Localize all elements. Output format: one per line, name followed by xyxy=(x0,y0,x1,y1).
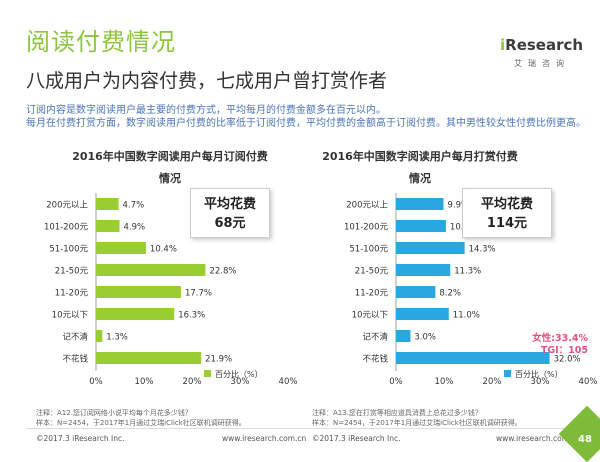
chart2-plot: 200元以上9.9%101-200元10.4%51-100元14.3%21-50… xyxy=(344,193,598,387)
chart1-category-label: 51-100元 xyxy=(49,245,88,255)
chart1-value-label: 4.7% xyxy=(123,201,145,211)
chart2-value-label: 14.3% xyxy=(469,245,496,255)
chart1-plot: 200元以上 4.7% 101-200元 4.9% 51-100元 10.4% 21-50元… xyxy=(44,193,298,387)
chart1-value-label: 10.4% xyxy=(150,245,177,255)
chart2-category-label: 200元以上 xyxy=(346,201,388,211)
chart2-title-line2: 情况 xyxy=(409,172,431,185)
chart2-tick-label: 40% xyxy=(579,377,598,387)
chart1-average-box: 平均花费 68元 xyxy=(190,188,270,238)
chart1-note-line1: 注释：A12.您订阅网络小说平均每个月花多少钱？ xyxy=(36,409,192,417)
chart1-tick-label: 20% xyxy=(183,377,202,387)
chart2-value-label: 11.0% xyxy=(453,311,480,321)
female-annotation-line2: TGI：105 xyxy=(540,345,588,356)
chart2-value-label: 3.0% xyxy=(414,333,436,343)
chart1-average-value: 68元 xyxy=(214,216,246,231)
chart1-bar xyxy=(96,308,175,320)
chart2-legend-label: 百分比（%） xyxy=(515,369,563,379)
chart2-bar xyxy=(396,330,411,342)
description-line-1: 订阅内容是数字阅读用户最主要的付费方式，平均每月的付费金额多在百元以内。 xyxy=(26,105,386,116)
chart1-bar xyxy=(96,242,146,254)
chart1-tick-label: 0% xyxy=(89,377,103,387)
chart2-average-label: 平均花费 xyxy=(480,197,533,212)
chart2-value-label: 32.0% xyxy=(554,355,581,365)
footer-url-right: www.iresearch.com.cn xyxy=(496,434,581,443)
chart1-tick-label: 40% xyxy=(279,377,298,387)
chart1-value-label: 1.3% xyxy=(106,333,128,343)
chart1-bar xyxy=(96,220,120,232)
chart1-tick-label: 10% xyxy=(135,377,154,387)
chart1-legend-label: 百分比（%） xyxy=(215,369,263,379)
chart1-bar xyxy=(96,198,119,210)
female-annotation-line1: 女性:33.4% xyxy=(532,333,588,344)
chart2-bar xyxy=(396,308,449,320)
description-line-2: 每月在付费打赏方面，数字阅读用户付费的比率低于订阅付费，平均付费的金额高于订阅付… xyxy=(26,118,586,129)
chart1-category-label: 101-200元 xyxy=(44,223,89,233)
chart2-category-label: 21-50元 xyxy=(355,267,389,277)
footer-copyright-right: ©2017.3 iResearch Inc. xyxy=(312,434,401,443)
chart2-note-line1: 注释：A13.您在打赏等相应道具消费上总花过多少钱？ xyxy=(312,409,482,417)
chart1-category-label: 不花钱 xyxy=(62,354,88,365)
chart2-value-label: 9.9% xyxy=(448,201,470,211)
chart1-value-label: 21.9% xyxy=(205,355,232,365)
chart2-tick-label: 20% xyxy=(483,377,502,387)
chart2-legend-swatch xyxy=(504,370,511,377)
iresearch-logo: iResearch 艾瑞咨询 xyxy=(490,32,583,72)
chart2-value-label: 11.3% xyxy=(454,267,481,277)
chart1-average-label: 平均花费 xyxy=(203,197,256,212)
chart1-note-line2: 样本：N=2454，于2017年1月通过艾瑞iClick社区联机调研获得。 xyxy=(36,419,246,427)
chart1-bar xyxy=(96,330,103,342)
chart2-title-line1: 2016年中国数字阅读用户每月打赏付费 xyxy=(322,150,518,163)
chart2-note-line2: 样本：N=2454，于2017年1月通过艾瑞iClick社区联机调研获得。 xyxy=(312,419,522,427)
chart2-tick-label: 10% xyxy=(435,377,454,387)
chart1-title: 2016年中国数字阅读用户每月订阅付费 情况 xyxy=(50,146,290,190)
page-subtitle: 八成用户为内容付费，七成用户曾打赏作者 xyxy=(26,70,388,92)
chart2-category-label: 101-200元 xyxy=(344,223,389,233)
chart2-bar xyxy=(396,352,550,364)
chart2-category-label: 11-20元 xyxy=(355,289,389,299)
chart2-bar xyxy=(396,264,451,276)
page-title: 阅读付费情况 xyxy=(26,28,176,56)
page-number: 48 xyxy=(578,434,592,445)
chart2-bar xyxy=(396,286,436,298)
chart1-note: 注释：A12.您订阅网络小说平均每个月花多少钱？ 样本：N=2454，于2017… xyxy=(36,408,246,428)
chart1-category-label: 10元以下 xyxy=(52,311,89,321)
chart2-title: 2016年中国数字阅读用户每月打赏付费 情况 xyxy=(300,146,540,190)
logo-wordmark: Research xyxy=(505,36,584,54)
footer-copyright-left: ©2017.3 iResearch Inc. xyxy=(36,434,125,443)
chart1-category-label: 200元以上 xyxy=(46,201,88,211)
chart2-category-label: 51-100元 xyxy=(349,245,388,255)
chart1-title-line2: 情况 xyxy=(159,172,181,185)
chart1-title-line1: 2016年中国数字阅读用户每月订阅付费 xyxy=(72,150,268,163)
footer-divider xyxy=(26,428,574,429)
chart2-average-value: 114元 xyxy=(486,216,528,231)
chart1-category-label: 11-20元 xyxy=(55,289,89,299)
chart1-value-label: 17.7% xyxy=(185,289,212,299)
chart2-category-label: 不花钱 xyxy=(362,354,388,365)
chart1-legend-swatch xyxy=(204,370,211,377)
logo-i: i xyxy=(500,36,506,54)
chart1-value-label: 4.9% xyxy=(124,223,146,233)
chart1-bar xyxy=(96,264,206,276)
chart2-value-label: 8.2% xyxy=(439,289,461,299)
female-annotation: 女性:33.4% TGI：105 xyxy=(516,333,588,357)
chart2-note: 注释：A13.您在打赏等相应道具消费上总花过多少钱？ 样本：N=2454，于20… xyxy=(312,408,522,428)
chart1-tick-label: 30% xyxy=(231,377,250,387)
chart2-bar xyxy=(396,242,465,254)
chart2-bar xyxy=(396,198,444,210)
chart1-bar xyxy=(96,286,181,298)
chart1-bar xyxy=(96,352,202,364)
chart2-bar xyxy=(396,220,446,232)
chart1-category-label: 21-50元 xyxy=(55,267,89,277)
chart2-category-label: 10元以下 xyxy=(352,311,389,321)
footer-url-left: www.iresearch.com.cn xyxy=(222,434,307,443)
chart2-average-box: 平均花费 114元 xyxy=(462,188,552,238)
chart1-category-label: 记不清 xyxy=(62,332,88,343)
chart1-value-label: 22.8% xyxy=(209,267,236,277)
chart2-tick-label: 30% xyxy=(531,377,550,387)
chart1-value-label: 16.3% xyxy=(178,311,205,321)
chart2-category-label: 记不清 xyxy=(362,332,388,343)
logo-chinese: 艾瑞咨询 xyxy=(514,59,570,68)
chart2-tick-label: 0% xyxy=(389,377,403,387)
